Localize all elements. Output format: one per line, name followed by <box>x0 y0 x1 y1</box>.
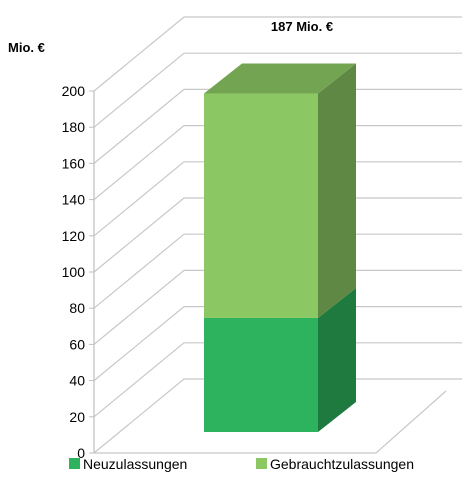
bar-segment-neuzulassungen-front <box>204 317 318 432</box>
y-tick-label: 100 <box>62 264 86 280</box>
bar-segment-gebrauchtzulassungen-side <box>318 63 356 318</box>
gridline <box>93 233 462 309</box>
y-tick-label: 180 <box>62 119 86 135</box>
gridline <box>93 306 462 382</box>
legend-label-gebrauchtzulassungen: Gebrauchtzulassungen <box>270 456 414 472</box>
bar-segment-gebrauchtzulassungen-top <box>204 63 356 94</box>
y-tick-label: 140 <box>62 192 86 208</box>
y-tick-label: 20 <box>69 409 85 425</box>
legend: Neuzulassungen Gebrauchtzulassungen <box>69 456 414 472</box>
gridline <box>93 378 462 454</box>
y-tick-label: 80 <box>69 300 85 316</box>
y-axis-unit-label: Mio. € <box>8 40 45 55</box>
legend-label-neuzulassungen: Neuzulassungen <box>83 456 187 472</box>
gridline <box>93 88 462 164</box>
y-tick-label: 120 <box>62 228 86 244</box>
y-axis-ticks: 0 20 40 60 80 100 120 140 160 180 200 <box>62 83 94 461</box>
y-tick-label: 0 <box>77 445 85 461</box>
y-tick-label: 160 <box>62 155 86 171</box>
legend-swatch-gebrauchtzulassungen <box>256 458 267 469</box>
gridline <box>93 161 462 237</box>
gridline <box>93 52 462 128</box>
total-value-label: 187 Mio. € <box>271 19 333 34</box>
bar-segment-neuzulassungen-side <box>318 287 356 432</box>
y-tick-label: 200 <box>62 83 86 99</box>
y-tick-label: 40 <box>69 373 85 389</box>
gridline <box>93 125 462 201</box>
gridline <box>93 269 462 345</box>
gridline <box>93 197 462 273</box>
y-tick-label: 60 <box>69 336 85 352</box>
floor-edge <box>94 390 447 454</box>
legend-swatch-neuzulassungen <box>69 458 80 469</box>
bar-layer <box>204 63 356 432</box>
gridline <box>93 16 462 92</box>
bar-segment-gebrauchtzulassungen-front <box>204 93 318 318</box>
gridline <box>93 342 462 418</box>
